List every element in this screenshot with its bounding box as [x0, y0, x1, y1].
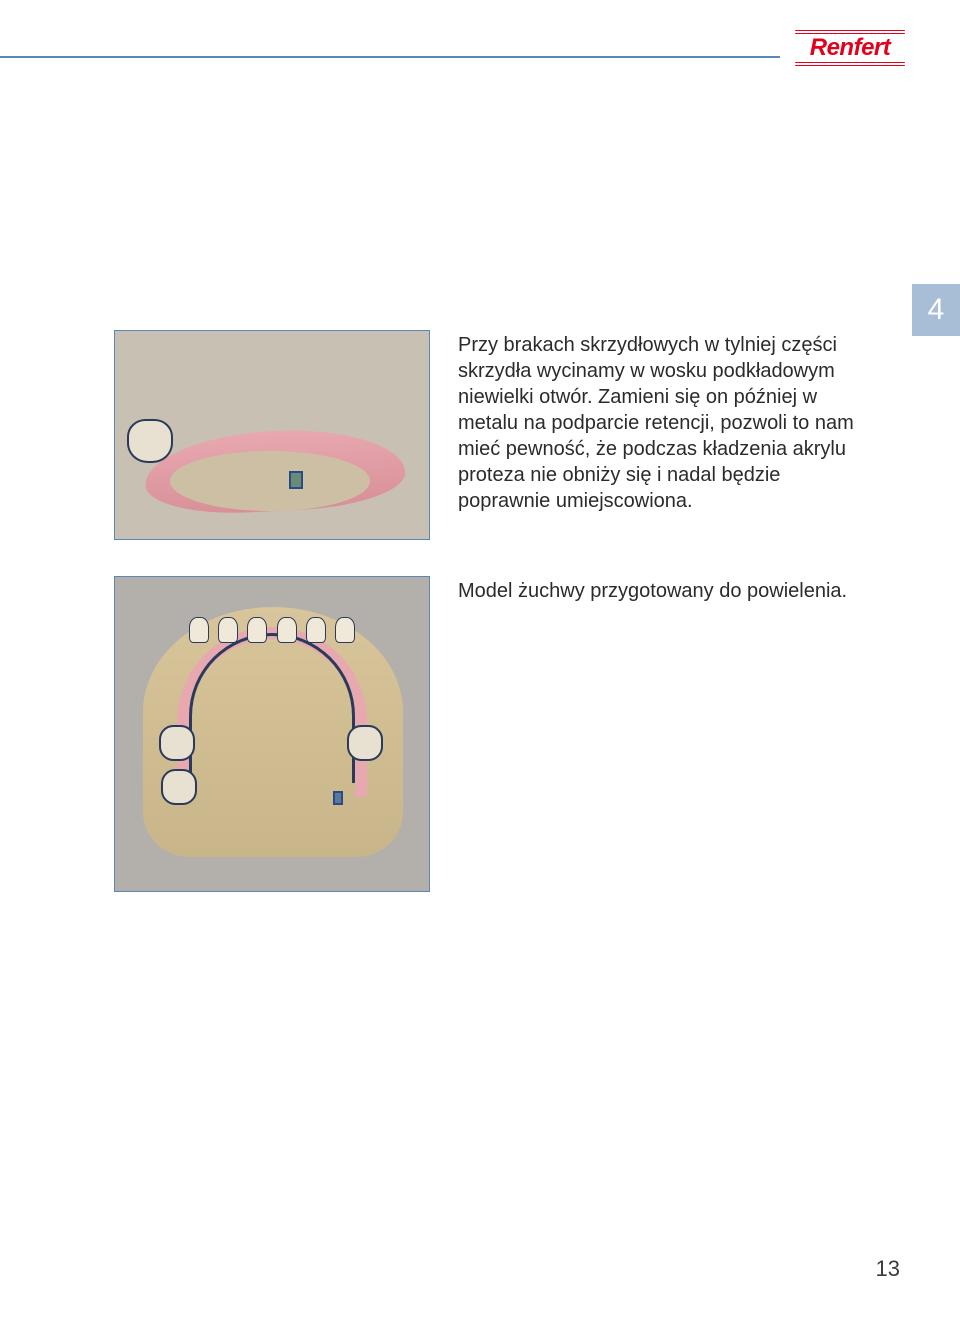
section-thumb-tab: 4 — [912, 284, 960, 336]
step-text: Przy brakach skrzydłowych w tylniej częś… — [458, 332, 860, 514]
step-text-block: Model żuchwy przygotowany do powielenia. — [458, 576, 860, 604]
step-text: Model żuchwy przygotowany do powielenia. — [458, 578, 860, 604]
brand-logo-text: Renfert — [810, 34, 891, 62]
step-image — [114, 330, 430, 540]
step-row: Przy brakach skrzydłowych w tylniej częś… — [114, 330, 860, 540]
main-content: Przy brakach skrzydłowych w tylniej częś… — [114, 330, 860, 928]
brand-logo-stripes-bottom — [795, 62, 905, 66]
page-number: 13 — [876, 1256, 900, 1282]
brand-logo: Renfert — [795, 30, 905, 66]
step-row: Model żuchwy przygotowany do powielenia. — [114, 576, 860, 892]
step-text-block: Przy brakach skrzydłowych w tylniej częś… — [458, 330, 860, 514]
step-image — [114, 576, 430, 892]
section-number: 4 — [928, 293, 945, 327]
header-rule — [0, 56, 780, 58]
